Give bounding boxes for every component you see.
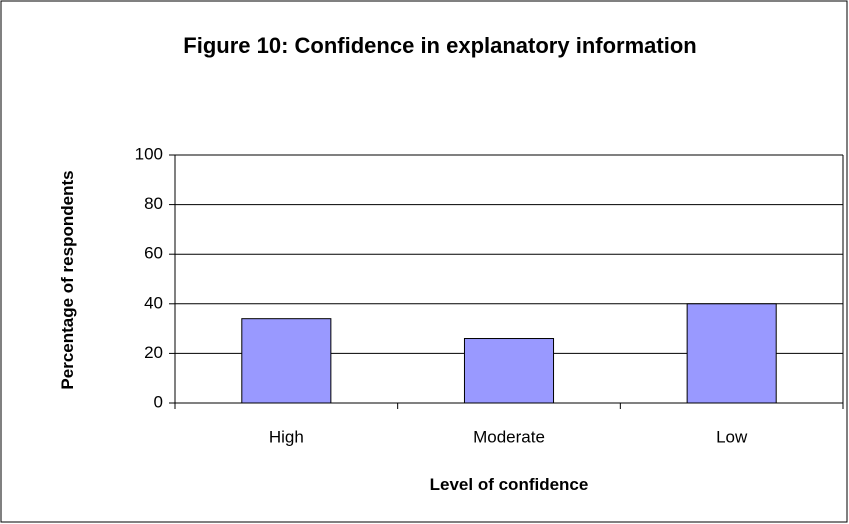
bar bbox=[241, 318, 332, 404]
y-tick-label: 40 bbox=[144, 293, 163, 312]
y-tick-label: 80 bbox=[144, 194, 163, 213]
x-axis-label: Level of confidence bbox=[429, 475, 589, 494]
bar bbox=[463, 338, 555, 404]
x-tick-label: Low bbox=[716, 427, 748, 446]
y-tick-label: 100 bbox=[135, 144, 163, 163]
x-tick-label: High bbox=[269, 427, 304, 446]
y-tick-label: 20 bbox=[144, 343, 163, 362]
chart-title: Figure 10: Confidence in explanatory inf… bbox=[183, 33, 697, 58]
y-axis-label: Percentage of respondents bbox=[58, 170, 77, 390]
x-tick-label: Moderate bbox=[473, 427, 545, 446]
y-tick-label: 0 bbox=[154, 392, 163, 411]
y-tick-label: 60 bbox=[144, 244, 163, 263]
bar bbox=[686, 303, 777, 404]
